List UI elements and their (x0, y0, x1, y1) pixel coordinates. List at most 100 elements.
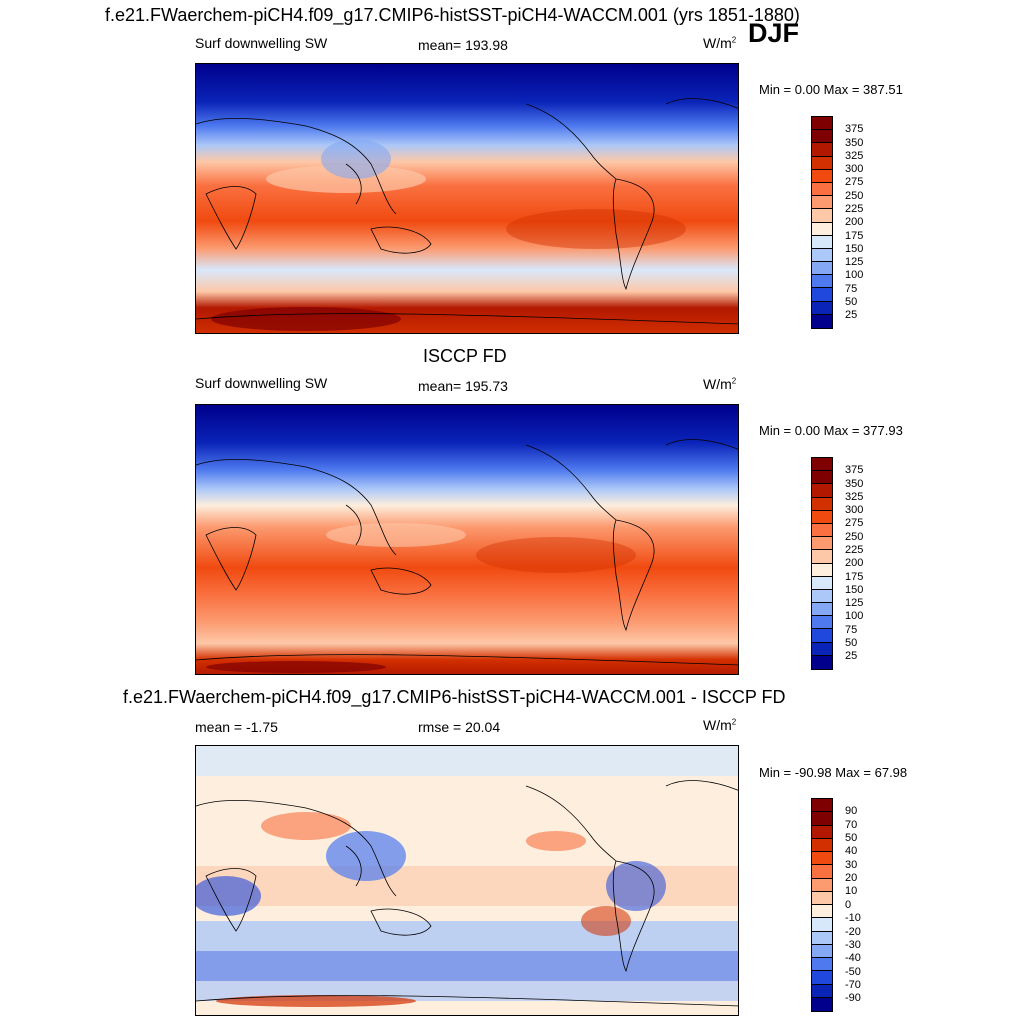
panel-left-label: Surf downwelling SW (195, 375, 328, 391)
colorbar-tick-label: 325 (845, 149, 864, 162)
colorbar-swatch (812, 563, 832, 577)
minmax-label: Min = 0.00 Max = 377.93 (759, 423, 903, 438)
colorbar-tick-label: 30 (845, 858, 858, 871)
field-blob (526, 831, 586, 851)
colorbar-tick-label: 10 (845, 885, 858, 898)
colorbar-tick-label: 70 (845, 818, 858, 831)
colorbar-swatch (812, 878, 832, 892)
colorbar-tick-label: 250 (845, 530, 864, 543)
colorbar-tick-label: 375 (845, 123, 864, 136)
panel-units: W/m2 (703, 717, 737, 733)
colorbar-tick-label: 125 (845, 597, 864, 610)
colorbar-swatch (812, 838, 832, 852)
colorbar (811, 457, 833, 670)
colorbar-swatch (812, 655, 832, 669)
panel-units: W/m2 (703, 35, 737, 51)
colorbar-tick-label: 300 (845, 163, 864, 176)
colorbar-swatch (812, 537, 832, 551)
colorbar-tick-label: 250 (845, 189, 864, 202)
panel-center-label: mean= 195.73 (418, 378, 508, 394)
colorbar (811, 798, 833, 1012)
colorbar-tick-label: 75 (845, 282, 858, 295)
colorbar-tick-label: 300 (845, 504, 864, 517)
colorbar-tick-label: 125 (845, 256, 864, 269)
colorbar-swatch (812, 852, 832, 866)
colorbar-tick-label: 350 (845, 477, 864, 490)
colorbar-swatch (812, 182, 832, 197)
field-blob (606, 861, 666, 911)
colorbar-tick-label: -40 (845, 952, 861, 965)
colorbar-tick-label: 50 (845, 296, 858, 309)
colorbar-tick-label: 275 (845, 517, 864, 530)
colorbar-swatch (812, 117, 832, 131)
field-blob (216, 995, 416, 1007)
colorbar-swatch (812, 156, 832, 170)
colorbar-tick-label: 20 (845, 872, 858, 885)
colorbar-swatch (812, 971, 832, 985)
field-band (196, 921, 738, 951)
panel-title: f.e21.FWaerchem-piCH4.f09_g17.CMIP6-hist… (123, 687, 786, 707)
colorbar-swatch (812, 235, 832, 249)
colorbar-swatch (812, 196, 832, 210)
colorbar-tick-label: -50 (845, 965, 861, 978)
colorbar-tick-label: 25 (845, 650, 858, 663)
colorbar-tick-label: 0 (845, 898, 852, 911)
colorbar-swatch (812, 616, 832, 630)
field-blob (581, 906, 631, 936)
colorbar-tick-label: 40 (845, 845, 858, 858)
field-blob (206, 661, 386, 673)
panel-left-label: mean = -1.75 (195, 719, 278, 735)
colorbar-tick-label: 200 (845, 216, 864, 229)
colorbar-swatch (812, 812, 832, 826)
colorbar-tick-label: 225 (845, 203, 864, 216)
colorbar (811, 116, 833, 329)
colorbar-tick-label: -10 (845, 912, 861, 925)
colorbar-swatch (812, 550, 832, 564)
colorbar-swatch (812, 497, 832, 511)
colorbar-tick-label: 150 (845, 583, 864, 596)
field-blob (506, 209, 686, 249)
field-background (196, 64, 738, 333)
colorbar-tick-label: 375 (845, 464, 864, 477)
colorbar-tick-label: 50 (845, 637, 858, 650)
colorbar-swatch (812, 248, 832, 263)
colorbar-swatch (812, 169, 832, 183)
colorbar-tick-label: -70 (845, 978, 861, 991)
colorbar-swatch (812, 984, 832, 998)
colorbar-swatch (812, 288, 832, 302)
season-label: DJF (748, 18, 800, 48)
colorbar-tick-label: 175 (845, 570, 864, 583)
colorbar-tick-label: 25 (845, 309, 858, 322)
colorbar-tick-label: 200 (845, 557, 864, 570)
colorbar-swatch (812, 997, 832, 1011)
colorbar-swatch (812, 931, 832, 945)
figure-title: f.e21.FWaerchem-piCH4.f09_g17.CMIP6-hist… (105, 5, 800, 25)
colorbar-tick-label: 75 (845, 623, 858, 636)
colorbar-swatch (812, 275, 832, 289)
colorbar-tick-label: 100 (845, 269, 864, 282)
colorbar-tick-label: 50 (845, 832, 858, 845)
colorbar-swatch (812, 958, 832, 972)
colorbar-swatch (812, 130, 832, 144)
field-blob (196, 876, 261, 916)
panel-center-label: mean= 193.98 (418, 37, 508, 53)
map-panel (195, 745, 739, 1016)
colorbar-swatch (812, 642, 832, 656)
minmax-label: Min = 0.00 Max = 387.51 (759, 82, 903, 97)
minmax-label: Min = -90.98 Max = 67.98 (759, 765, 908, 780)
colorbar-tick-label: 350 (845, 136, 864, 149)
colorbar-swatch (812, 458, 832, 472)
field-band (196, 746, 738, 776)
panel-units: W/m2 (703, 376, 737, 392)
colorbar-swatch (812, 825, 832, 839)
colorbar-swatch (812, 484, 832, 498)
colorbar-tick-label: 275 (845, 176, 864, 189)
colorbar-tick-label: 225 (845, 544, 864, 557)
map-panel (195, 63, 739, 334)
field-background (196, 405, 738, 674)
coastlines (196, 98, 738, 325)
colorbar-tick-label: 325 (845, 490, 864, 503)
coastlines (196, 780, 738, 1007)
colorbar-swatch (812, 301, 832, 315)
